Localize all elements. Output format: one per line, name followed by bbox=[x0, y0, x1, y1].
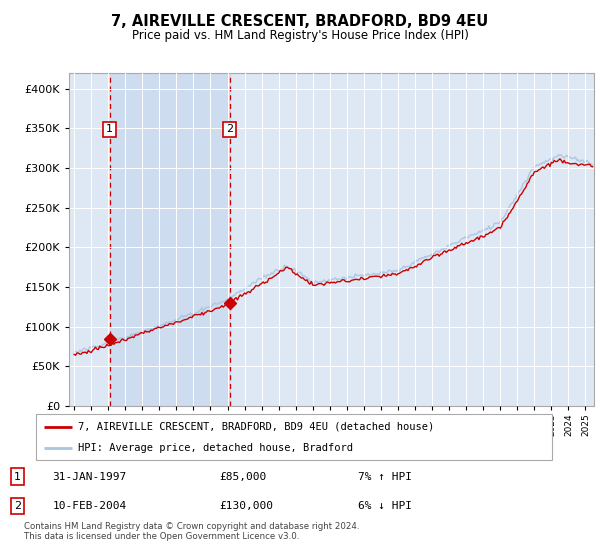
Text: 31-JAN-1997: 31-JAN-1997 bbox=[52, 472, 127, 482]
Text: 7% ↑ HPI: 7% ↑ HPI bbox=[358, 472, 412, 482]
FancyBboxPatch shape bbox=[36, 414, 552, 460]
Text: 6% ↓ HPI: 6% ↓ HPI bbox=[358, 501, 412, 511]
Text: £130,000: £130,000 bbox=[220, 501, 274, 511]
Text: 2: 2 bbox=[14, 501, 22, 511]
Text: 10-FEB-2004: 10-FEB-2004 bbox=[52, 501, 127, 511]
Text: 2: 2 bbox=[226, 124, 233, 134]
Text: £85,000: £85,000 bbox=[220, 472, 266, 482]
Bar bbox=[110, 73, 230, 406]
Text: 7, AIREVILLE CRESCENT, BRADFORD, BD9 4EU: 7, AIREVILLE CRESCENT, BRADFORD, BD9 4EU bbox=[112, 14, 488, 29]
Text: Price paid vs. HM Land Registry's House Price Index (HPI): Price paid vs. HM Land Registry's House … bbox=[131, 29, 469, 42]
Text: Contains HM Land Registry data © Crown copyright and database right 2024.
This d: Contains HM Land Registry data © Crown c… bbox=[24, 522, 359, 542]
Text: HPI: Average price, detached house, Bradford: HPI: Average price, detached house, Brad… bbox=[79, 443, 353, 453]
Text: 1: 1 bbox=[106, 124, 113, 134]
Text: 7, AIREVILLE CRESCENT, BRADFORD, BD9 4EU (detached house): 7, AIREVILLE CRESCENT, BRADFORD, BD9 4EU… bbox=[79, 422, 434, 432]
Text: 1: 1 bbox=[14, 472, 21, 482]
